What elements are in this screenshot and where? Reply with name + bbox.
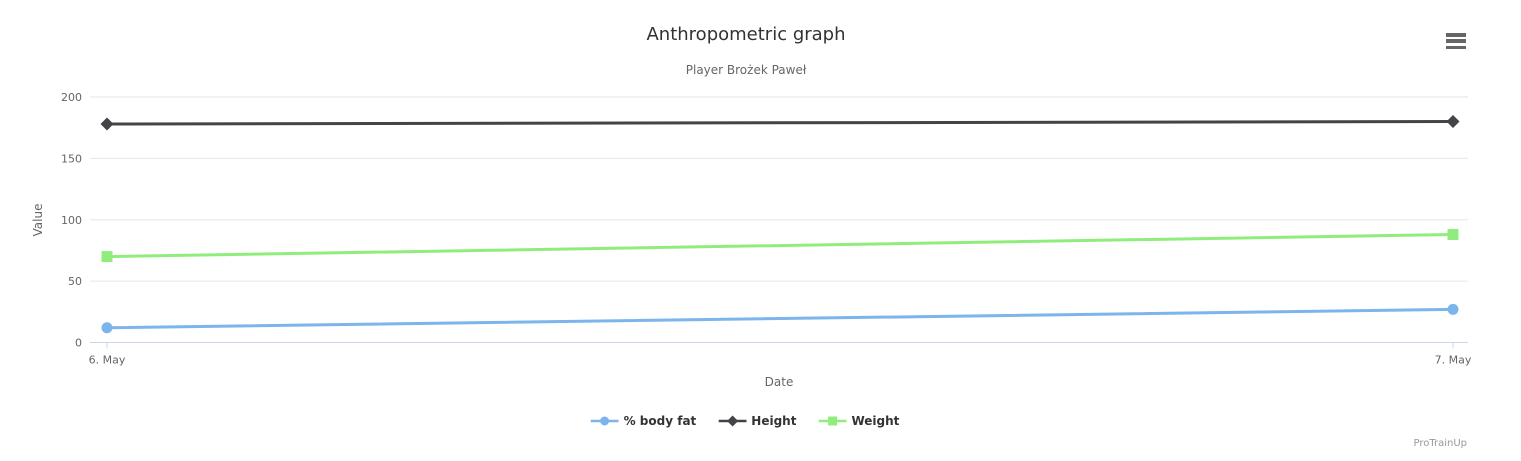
square-marker-icon [818,416,847,426]
y-tick-label: 0 [75,337,82,350]
x-axis-title: Date [764,375,794,389]
chart-title: Anthropometric graph [646,24,846,45]
series-marker-height[interactable] [1446,115,1460,129]
hamburger-menu-icon [1446,39,1466,43]
legend-label: % body fat [623,414,697,428]
legend-marker[interactable] [827,416,837,426]
export-menu-button[interactable] [1446,33,1466,49]
series-marker-weight[interactable] [101,251,113,263]
series-marker-body-fat[interactable] [1447,303,1459,315]
series-line-body-fat[interactable] [105,307,1455,330]
y-axis-title: Value [31,203,45,237]
legend-item-body-fat[interactable]: % body fat [590,414,697,428]
x-tick-label: 6. May [89,354,126,367]
legend-marker[interactable] [600,416,610,426]
series-line-height[interactable] [105,120,1455,126]
y-tick-label: 50 [68,275,82,288]
legend-item-height[interactable]: Height [718,414,796,428]
legend-marker[interactable] [726,415,738,427]
credits-link[interactable]: ProTrainUp [1413,438,1467,449]
series-line-weight[interactable] [105,232,1455,259]
diamond-marker-icon [718,415,747,427]
x-tick-label: 7. May [1435,354,1472,367]
series-marker-height[interactable] [100,117,114,131]
y-tick-label: 100 [61,214,82,227]
circle-marker-icon [590,416,619,426]
hamburger-menu-icon [1446,45,1466,49]
chart-subtitle: Player Brożek Paweł [685,63,807,77]
legend-item-weight[interactable]: Weight [818,414,899,428]
hamburger-menu-icon [1446,33,1466,37]
series-marker-weight[interactable] [1447,228,1459,240]
legend-label: Weight [851,414,900,428]
legend-label: Height [751,414,797,428]
y-tick-label: 150 [61,152,82,165]
series-marker-body-fat[interactable] [101,322,113,334]
y-tick-label: 200 [61,91,82,104]
legend: % body fat Height Weight [590,414,899,428]
